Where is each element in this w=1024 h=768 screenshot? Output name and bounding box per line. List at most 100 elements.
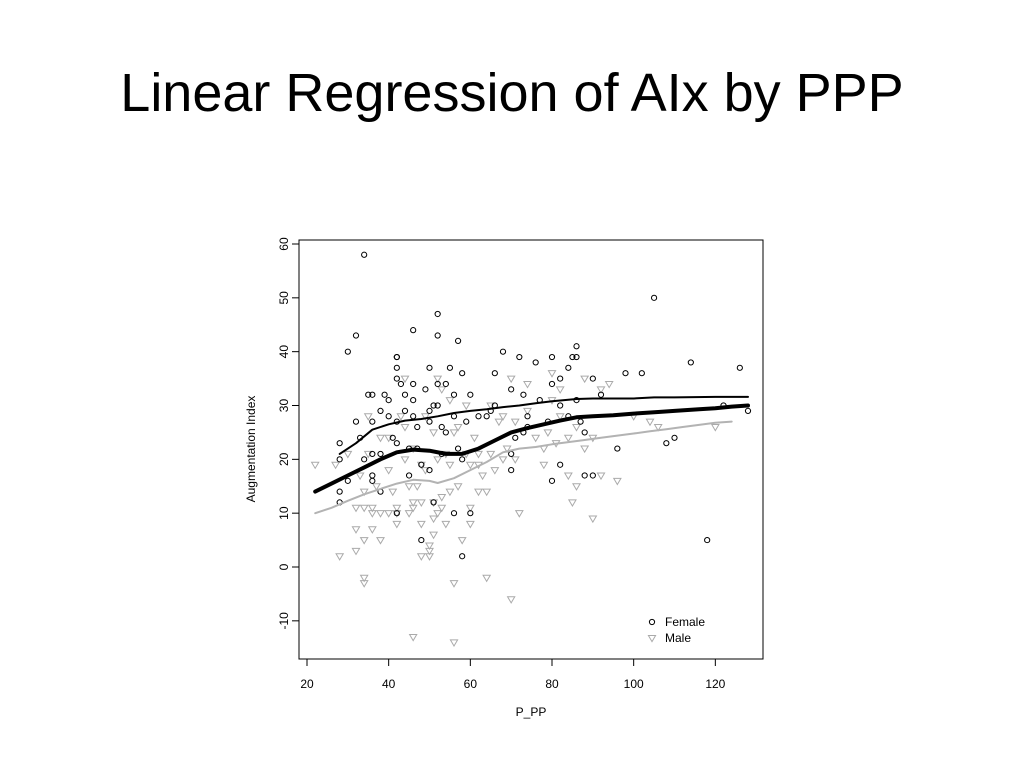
- y-tick-label: 0: [277, 563, 291, 570]
- male-point: [429, 531, 439, 540]
- male-point: [445, 488, 455, 497]
- male-point: [437, 504, 447, 513]
- female-point: [548, 380, 556, 388]
- female-point: [704, 536, 711, 544]
- female-point: [385, 413, 392, 420]
- male-point: [404, 483, 414, 491]
- female-point: [450, 413, 458, 420]
- female-point: [426, 418, 433, 425]
- female-point: [450, 391, 458, 398]
- male-point: [425, 553, 434, 561]
- female-point: [426, 467, 433, 474]
- male-point: [359, 504, 369, 513]
- female-point: [369, 472, 376, 479]
- female-point: [491, 370, 498, 377]
- female-point: [548, 353, 556, 361]
- male-point: [474, 488, 483, 497]
- female-point: [401, 391, 409, 398]
- male-point: [433, 375, 443, 384]
- female-point: [369, 418, 376, 425]
- male-point: [457, 537, 467, 545]
- female-point: [565, 364, 572, 371]
- male-point: [416, 499, 426, 507]
- male-point: [531, 434, 541, 443]
- male-point: [474, 450, 483, 459]
- x-tick-label: 80: [545, 677, 559, 691]
- female-point: [434, 402, 441, 409]
- y-tick-label: 10: [277, 506, 291, 520]
- y-tick-label: 40: [277, 345, 291, 359]
- male-point: [465, 461, 475, 470]
- male-point: [437, 493, 447, 502]
- female-point: [369, 391, 376, 398]
- female-point: [385, 397, 392, 404]
- male-point: [363, 413, 373, 421]
- male-point: [416, 520, 426, 529]
- female-point: [442, 429, 449, 436]
- x-tick-label: 100: [624, 677, 644, 691]
- male-point: [400, 424, 410, 432]
- female-point: [434, 310, 441, 318]
- female-point: [638, 370, 645, 377]
- male-point: [331, 461, 341, 470]
- female-point: [430, 499, 437, 506]
- female-point: [393, 510, 400, 517]
- female-point: [393, 353, 400, 361]
- female-point: [622, 370, 629, 377]
- female-point: [397, 380, 405, 388]
- male-point: [437, 386, 447, 394]
- series-female: [336, 251, 752, 560]
- male-point: [498, 413, 508, 421]
- y-tick-label: 30: [277, 399, 291, 413]
- female-point: [557, 402, 564, 409]
- female-point: [418, 461, 425, 468]
- male-point: [482, 488, 492, 497]
- male-point: [408, 499, 418, 507]
- male-point: [567, 499, 577, 507]
- male-point: [596, 386, 606, 394]
- female-point: [459, 456, 466, 463]
- female-point: [336, 440, 343, 447]
- female-point: [393, 364, 400, 371]
- female-point: [499, 348, 507, 355]
- male-point: [388, 488, 398, 497]
- male-point: [604, 380, 614, 389]
- male-point: [367, 510, 377, 518]
- male-point: [494, 418, 504, 427]
- male-point: [359, 580, 369, 588]
- female-point: [459, 553, 466, 560]
- slide-title: Linear Regression of AIx by PPP: [120, 63, 904, 123]
- male-point: [367, 504, 377, 513]
- male-point: [572, 424, 581, 432]
- male-point: [351, 526, 361, 534]
- female-point: [446, 364, 454, 371]
- female-point: [410, 397, 417, 404]
- male-point: [449, 639, 459, 647]
- male-point: [429, 429, 439, 438]
- male-point: [510, 456, 520, 464]
- female-point: [524, 413, 531, 420]
- female-point: [650, 294, 658, 301]
- x-tick-label: 60: [464, 677, 478, 691]
- female-point: [410, 327, 417, 334]
- male-point: [396, 413, 406, 421]
- female-point: [430, 402, 437, 409]
- male-point: [376, 537, 385, 545]
- y-tick-label: 60: [277, 237, 291, 251]
- male-point: [453, 424, 463, 432]
- female-point: [365, 391, 372, 398]
- female-point: [532, 359, 539, 366]
- female-point: [581, 429, 588, 436]
- male-point: [429, 515, 439, 524]
- male-point: [371, 483, 381, 491]
- male-point: [555, 413, 565, 421]
- y-tick-label: 50: [277, 291, 291, 305]
- male-point: [359, 574, 369, 583]
- male-point: [543, 429, 553, 438]
- male-point: [351, 547, 361, 556]
- male-point: [400, 375, 410, 384]
- male-point: [408, 633, 418, 642]
- male-point: [523, 407, 532, 416]
- male-point: [523, 380, 532, 389]
